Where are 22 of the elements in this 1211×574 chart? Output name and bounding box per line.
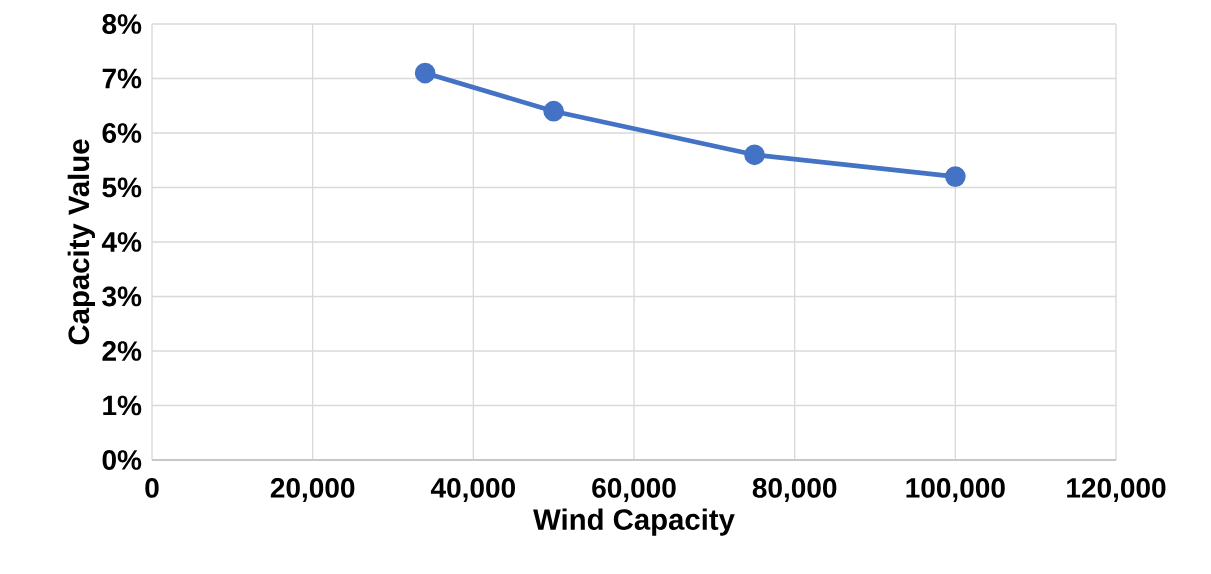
point xyxy=(944,166,966,187)
y-axis-title: Capacity Value xyxy=(67,139,96,345)
y-tick-label: 1% xyxy=(103,395,142,416)
y-tick-label: 8% xyxy=(102,14,142,34)
point xyxy=(414,62,436,84)
y-tick-label: 7% xyxy=(102,68,142,89)
x-tick-label: 80,000 xyxy=(752,478,837,502)
y-tick-label: 0% xyxy=(102,450,142,470)
x-tick-label: 100,000 xyxy=(906,478,1005,502)
x-tick-label: 0 xyxy=(145,478,159,498)
x-tick-label: 60,000 xyxy=(592,478,676,502)
y-tick-label: 2% xyxy=(102,341,142,361)
x-axis-title: Wind Capacity xyxy=(533,508,735,536)
y-tick-label: 5% xyxy=(102,177,142,198)
point xyxy=(543,100,565,122)
x-tick-label: 40,000 xyxy=(430,478,515,502)
x-tick-label: 20,000 xyxy=(270,478,355,502)
x-tick-label: 120,000 xyxy=(1067,478,1166,502)
y-tick-label: 3% xyxy=(102,286,142,307)
y-tick-label: 6% xyxy=(102,123,142,143)
y-tick-label: 4% xyxy=(101,232,142,252)
point xyxy=(744,144,765,166)
